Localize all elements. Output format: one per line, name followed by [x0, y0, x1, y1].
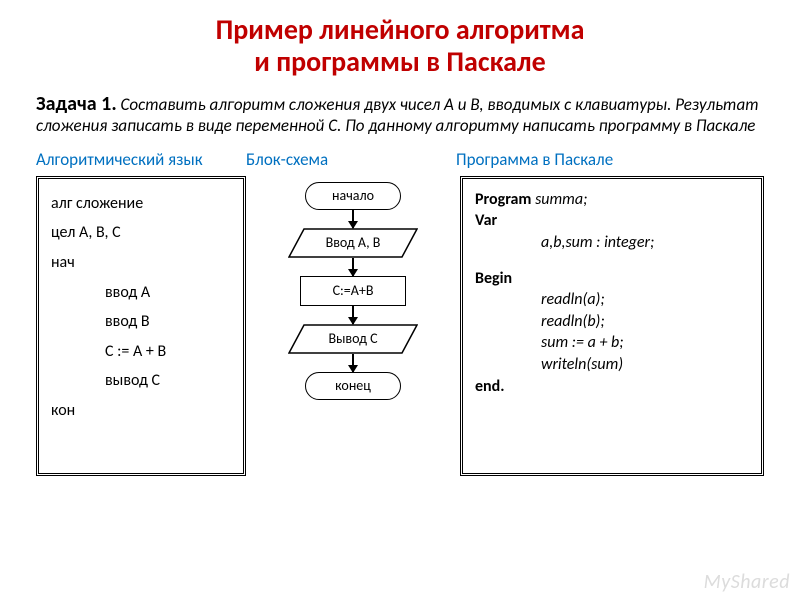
pascal-box: Program summa; Var a,b,sum : integer; Be…	[460, 176, 764, 476]
kw-var: Var	[475, 210, 749, 232]
column-pascal: Program summa; Var a,b,sum : integer; Be…	[460, 176, 764, 476]
flow-start: начало	[305, 182, 401, 210]
flow-input-label: Ввод A, B	[326, 234, 381, 251]
algo-line: ввод B	[51, 307, 231, 337]
header-algo: Алгоритмический язык	[36, 149, 246, 170]
column-algo: алг сложение цел A, B, C нач ввод A ввод…	[36, 176, 246, 476]
code-line: readln(b);	[475, 311, 749, 333]
algo-box: алг сложение цел A, B, C нач ввод A ввод…	[36, 176, 246, 476]
algo-line: кон	[51, 396, 231, 426]
title-line-1: Пример линейного алгоритма	[0, 14, 800, 46]
algo-line: цел A, B, C	[51, 218, 231, 248]
task-body: Составить алгоритм сложения двух чисел A…	[36, 94, 759, 136]
page-title: Пример линейного алгоритма и программы в…	[0, 0, 800, 78]
watermark: MyShared	[704, 570, 790, 594]
code-line: a,b,sum : integer;	[475, 232, 749, 254]
algo-line: нач	[51, 248, 231, 278]
flow-input: Ввод A, B	[288, 228, 418, 258]
spacer	[475, 254, 749, 268]
algo-line: вывод C	[51, 366, 231, 396]
header-flow: Блок-схема	[246, 149, 456, 170]
flow-output-label: Вывод C	[328, 330, 377, 347]
flow-arrow	[352, 354, 354, 372]
flow-end: конец	[305, 372, 401, 400]
task-block: Задача 1. Составить алгоритм сложения дв…	[0, 78, 800, 142]
algo-line: C := A + B	[51, 337, 231, 367]
flow-process: C:=A+B	[300, 276, 406, 306]
algo-line: алг сложение	[51, 189, 231, 219]
flow-arrow	[352, 258, 354, 276]
column-flowchart: начало Ввод A, B C:=A+B Вывод C конец	[258, 176, 448, 476]
algo-line: ввод A	[51, 278, 231, 308]
code-line: writeln(sum)	[475, 354, 749, 376]
prog-name: summa;	[531, 190, 587, 209]
code-line: Program summa;	[475, 189, 749, 211]
column-headers: Алгоритмический язык Блок-схема Программ…	[0, 149, 800, 176]
flow-arrow	[352, 210, 354, 228]
kw-begin: Begin	[475, 268, 749, 290]
columns: алг сложение цел A, B, C нач ввод A ввод…	[0, 176, 800, 476]
kw-end: end.	[475, 376, 749, 398]
flow-arrow	[352, 306, 354, 324]
task-lead: Задача 1.	[36, 92, 117, 116]
header-pascal: Программа в Паскале	[456, 149, 764, 170]
flow-output: Вывод C	[288, 324, 418, 354]
code-line: sum := a + b;	[475, 332, 749, 354]
flowchart: начало Ввод A, B C:=A+B Вывод C конец	[288, 176, 418, 400]
title-line-2: и программы в Паскале	[0, 46, 800, 78]
kw-program: Program	[475, 190, 531, 209]
code-line: readln(a);	[475, 289, 749, 311]
